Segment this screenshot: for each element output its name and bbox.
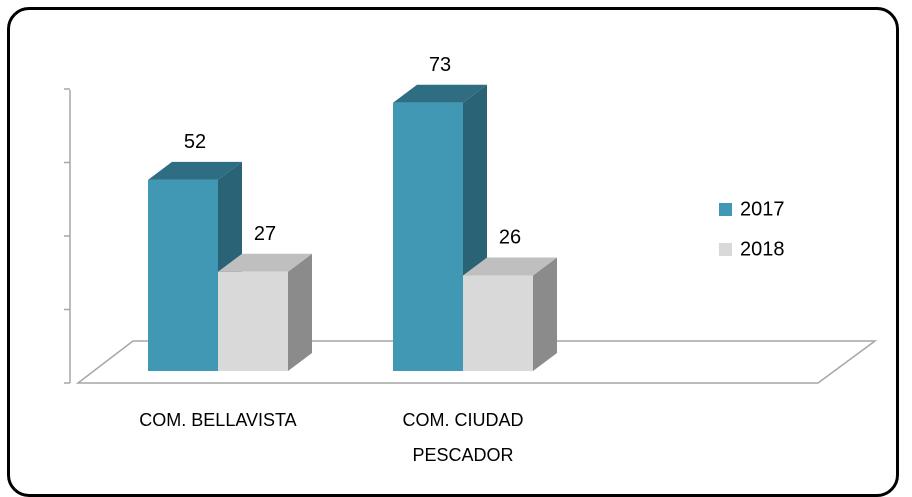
value-label: 27	[254, 223, 276, 245]
bar	[148, 179, 218, 371]
legend-label: 2018	[740, 238, 785, 260]
bar-side	[288, 253, 312, 371]
page: 52 73 2017 27 26 2018 COM. BELLAVISTA COM. CIU…	[7, 7, 899, 497]
legend-label: 2017	[740, 198, 785, 220]
bar-top	[148, 161, 242, 180]
bar	[393, 102, 463, 371]
bar	[218, 271, 288, 371]
x-tick-label: COM. CIUDAD PESCADOR	[402, 410, 524, 465]
bar-top	[463, 257, 557, 276]
bar-top	[393, 84, 487, 103]
x-tick-label: COM. BELLAVISTA	[139, 410, 297, 430]
value-label: 73	[429, 54, 451, 76]
bar	[463, 275, 533, 371]
bar-side	[533, 257, 557, 371]
value-label: 26	[499, 227, 521, 249]
legend-swatch	[719, 203, 732, 216]
legend-swatch	[719, 243, 732, 256]
chart: 52 73 2017 27 26 2018	[64, 54, 878, 384]
value-label: 52	[184, 131, 206, 153]
bar-top	[218, 253, 312, 272]
